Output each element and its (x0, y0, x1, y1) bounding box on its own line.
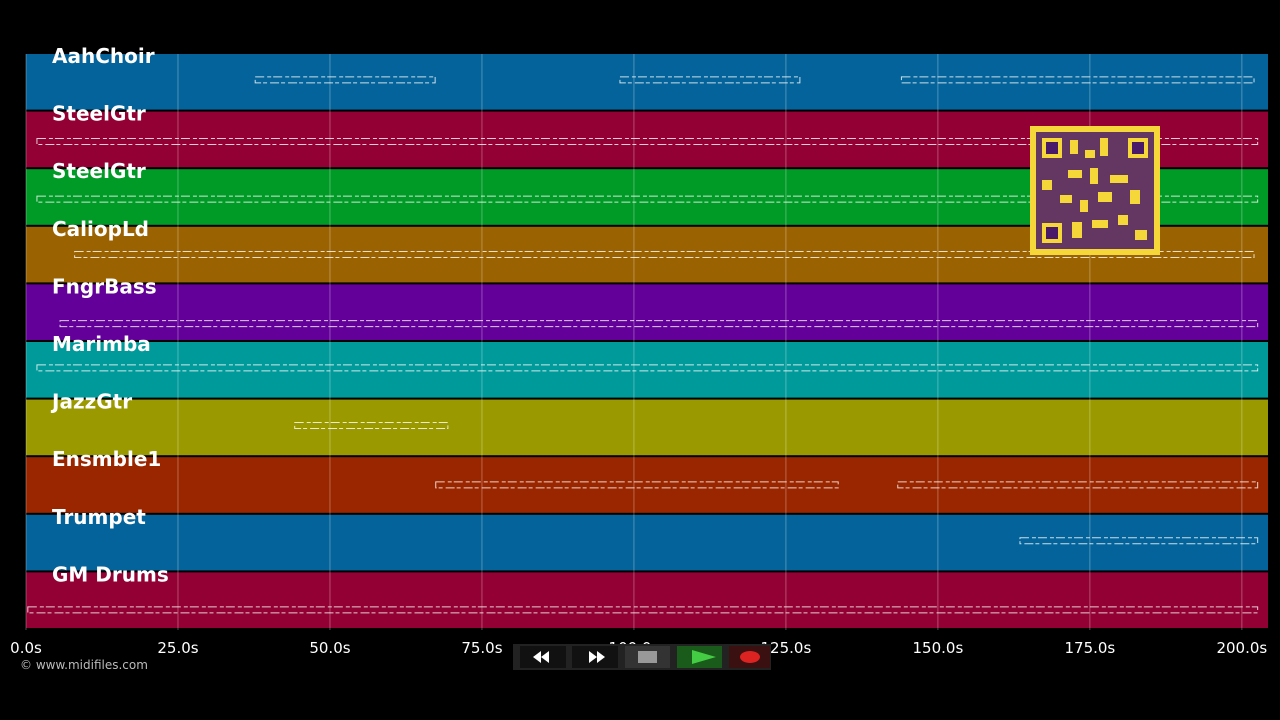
note-span (435, 481, 839, 489)
track-label: JazzGtr (50, 390, 132, 414)
x-tick-label: 175.0s (1064, 639, 1115, 657)
track-label: AahChoir (52, 44, 155, 68)
note-span (27, 606, 1259, 614)
rewind-button[interactable] (520, 646, 566, 668)
credit: © www.midifiles.com (20, 658, 148, 672)
track-band (26, 399, 1268, 456)
track-label: Marimba (52, 332, 151, 356)
note-span (36, 195, 1259, 203)
note-span (1019, 537, 1259, 545)
track-label: SteelGtr (52, 102, 146, 126)
note-span (254, 76, 436, 84)
track-label: SteelGtr (52, 159, 146, 183)
note-span (74, 250, 1255, 258)
play-button[interactable] (677, 646, 722, 668)
track-band (26, 54, 1268, 110)
x-tick-label: 75.0s (461, 639, 502, 657)
labels: AahChoir SteelGtr SteelGtr CaliopLd FngrBass… (10, 44, 1267, 657)
track-band (26, 284, 1268, 340)
x-tick-label: 125.0s (761, 639, 812, 657)
x-tick-label: 150.0s (913, 639, 964, 657)
track-band (26, 342, 1268, 398)
note-span (36, 364, 1259, 372)
grid (25, 54, 1243, 630)
track-label: GM Drums (52, 562, 169, 586)
track-band (26, 572, 1268, 628)
notes (27, 76, 1259, 614)
note-span (900, 76, 1255, 84)
x-tick-label: 0.0s (10, 639, 42, 657)
track-label: Ensmble1 (52, 447, 161, 471)
transport-controls (513, 644, 771, 670)
track-band (26, 514, 1268, 571)
track-label: CaliopLd (52, 217, 149, 241)
note-span (59, 320, 1259, 328)
record-button[interactable] (729, 646, 770, 668)
x-tick-label: 25.0s (157, 639, 198, 657)
note-span (36, 138, 1259, 146)
track-label: Trumpet (52, 505, 146, 529)
x-tick-label: 200.0s (1216, 639, 1267, 657)
fast-forward-button[interactable] (572, 646, 618, 668)
qr-code (1030, 126, 1160, 255)
x-tick-label: 50.0s (309, 639, 350, 657)
stop-button[interactable] (625, 646, 670, 668)
note-span (619, 76, 801, 84)
track-label: FngrBass (52, 274, 157, 298)
note-span (897, 481, 1259, 489)
note-span (294, 422, 449, 430)
track-band (26, 457, 1268, 513)
